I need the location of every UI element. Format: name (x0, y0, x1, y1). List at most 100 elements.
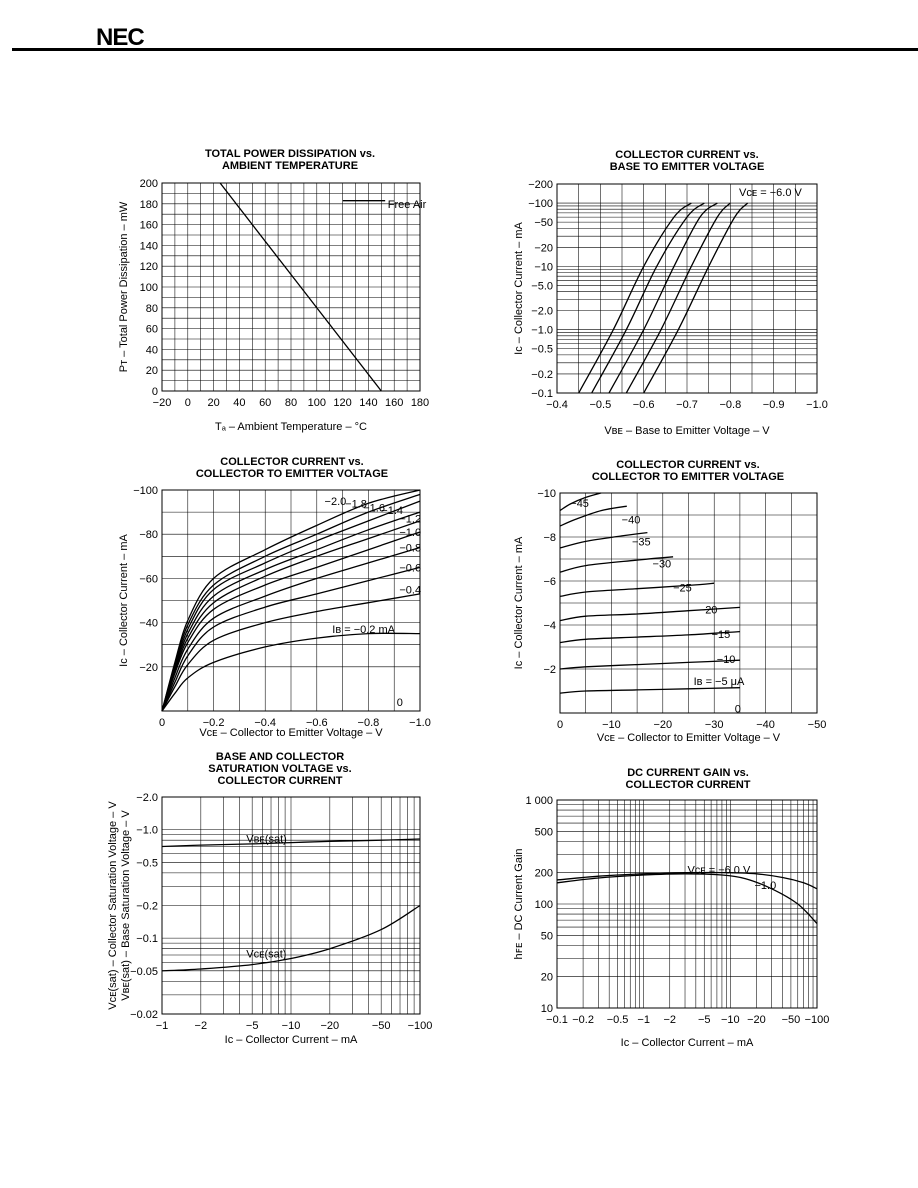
sat-series-line-1 (161, 904, 421, 972)
ic_vce_ma-curve-label: 0 (397, 697, 403, 709)
ic_vce_ma-curve-label: −1.8 (345, 498, 367, 510)
power-annotation: Free Air (388, 199, 427, 211)
ic_vbe-y-tick-label: −2.0 (531, 306, 553, 318)
sat-y-tick-label: −2.0 (136, 792, 158, 804)
sat-y-tick-label: −0.1 (136, 933, 158, 945)
sat-series-line-0 (161, 838, 421, 848)
power-x-tick-label: 40 (233, 397, 245, 409)
ic_vbe-series-line-4 (643, 202, 749, 394)
ic_vce_ua-curve-label: −10 (717, 654, 736, 666)
sat-x-axis-label: Iᴄ – Collector Current – mA (225, 1034, 358, 1046)
ic_vce_ua-y-axis-label: Iᴄ – Collector Current – mA (513, 536, 525, 669)
power-y-tick-label: 20 (146, 365, 158, 377)
hfe-x-tick-label: −0.5 (607, 1014, 629, 1026)
ic_vce_ma-x-axis-label: Vᴄᴇ – Collector to Emitter Voltage – V (199, 727, 383, 739)
hfe-x-tick-label: −100 (805, 1014, 830, 1026)
hfe-x-tick-label: −20 (747, 1014, 766, 1026)
hfe-y-tick-label: 50 (541, 930, 553, 942)
hfe-y-tick-label: 500 (535, 826, 553, 838)
ic_vce_ma-x-tick-label: −1.0 (409, 717, 431, 729)
ic_vce_ua-plot-frame (559, 492, 818, 714)
power-x-axis-label: Tₐ – Ambient Temperature – °C (215, 421, 367, 433)
ic_vce_ua-series-line-1 (559, 659, 740, 670)
ic_vbe-x-axis-label: Vʙᴇ – Base to Emitter Voltage – V (604, 425, 770, 437)
ic_vbe-annotation: Vᴄᴇ = −6.0 V (739, 187, 803, 199)
ic_vce_ma-series-line-6 (161, 511, 421, 712)
sat-x-tick-label: −1 (156, 1020, 169, 1032)
power-y-tick-label: 120 (140, 261, 158, 273)
ic_vbe-series-line-0 (578, 202, 692, 394)
ic_vce_ma-x-tick-label: −0.4 (254, 717, 276, 729)
ic_vce_ua-series-line-4 (559, 582, 715, 598)
ic_vce_ma-series-line-3 (161, 546, 421, 712)
power-y-tick-label: 40 (146, 344, 158, 356)
ic_vce_ua-series-line-5 (559, 556, 674, 573)
hfe-x-tick-label: −0.1 (546, 1014, 568, 1026)
ic_vce_ma-plot-frame (161, 489, 421, 712)
ic_vce_ma-curve-label: −1.0 (399, 527, 421, 539)
sat-y-tick-label: −0.5 (136, 857, 158, 869)
power-y-tick-label: 100 (140, 282, 158, 294)
sat-y-tick-label: −0.02 (130, 1009, 158, 1021)
hfe-series-line-0 (556, 871, 818, 890)
ic_vce_ua-curve-label: 0 (735, 704, 741, 716)
hfe-x-tick-label: −0.2 (572, 1014, 594, 1026)
ic_vbe-y-tick-label: −0.5 (531, 344, 553, 356)
ic_vce_ma-curve-label: −1.6 (363, 503, 385, 515)
ic_vce_ma-x-tick-label: −0.6 (306, 717, 328, 729)
ic_vce_ua-x-tick-label: 0 (557, 719, 563, 731)
power-x-tick-label: 0 (185, 397, 191, 409)
ic_vbe-series-line-3 (625, 202, 731, 394)
hfe-y-tick-label: 100 (535, 899, 553, 911)
sat-y-tick-label: −0.2 (136, 901, 158, 913)
ic_vce_ma-series-line-0 (161, 632, 421, 712)
nec-logo: NEC (96, 24, 145, 51)
ic_vce_ma-x-tick-label: −0.8 (358, 717, 380, 729)
ic_vce_ma-y-tick-label: −100 (133, 485, 158, 497)
ic_vce_ua-curve-label: −45 (570, 498, 589, 510)
sat-curve-label: Vᴄᴇ(sat) (246, 949, 286, 961)
hfe-y-tick-label: 200 (535, 868, 553, 880)
ic_vbe-x-tick-label: −0.5 (589, 399, 611, 411)
ic_vbe-series-line-1 (591, 202, 705, 394)
ic_vbe-plot-frame (556, 183, 818, 394)
ic_vbe-x-tick-label: −1.0 (806, 399, 828, 411)
power-x-tick-label: −20 (153, 397, 172, 409)
power-y-tick-label: 80 (146, 303, 158, 315)
hfe-y-tick-label: 1 000 (525, 795, 553, 807)
ic_vce_ma-y-tick-label: −40 (139, 618, 158, 630)
ic_vbe-y-tick-label: −0.2 (531, 369, 553, 381)
ic_vbe-x-tick-label: −0.7 (676, 399, 698, 411)
ic_vce_ua-series-line-0 (559, 687, 740, 694)
power-chart-title: TOTAL POWER DISSIPATION vs. (205, 148, 375, 160)
ic_vce_ua-y-tick-label: −8 (543, 532, 556, 544)
ic_vce_ma-chart-title: COLLECTOR TO EMITTER VOLTAGE (196, 468, 388, 480)
power-x-tick-label: 20 (207, 397, 219, 409)
ic_vce_ua-x-tick-label: −40 (756, 719, 775, 731)
ic_vbe-y-axis-label: Iᴄ – Collector Current – mA (513, 222, 525, 355)
hfe-x-tick-label: −5 (698, 1014, 711, 1026)
power-x-tick-label: 60 (259, 397, 271, 409)
sat-x-tick-label: −20 (320, 1020, 339, 1032)
power-x-tick-label: 160 (385, 397, 403, 409)
power-x-tick-label: 140 (359, 397, 377, 409)
ic_vce_ua-x-tick-label: −50 (808, 719, 827, 731)
ic_vce_ma-curve-label: −1.2 (399, 514, 421, 526)
hfe-x-tick-label: −10 (721, 1014, 740, 1026)
hfe-x-tick-label: −1 (637, 1014, 650, 1026)
ic_vce_ma-curve-label: −1.4 (381, 505, 403, 517)
ic_vce_ua-y-tick-label: −4 (543, 620, 556, 632)
ic_vbe-chart-title: BASE TO EMITTER VOLTAGE (610, 161, 765, 173)
ic_vbe-y-tick-label: −10 (534, 261, 553, 273)
power-x-tick-label: 80 (285, 397, 297, 409)
sat-y-tick-label: −1.0 (136, 825, 158, 837)
ic_vce_ua-curve-label: −25 (673, 583, 692, 595)
ic_vce_ma-series-line-4 (161, 531, 421, 712)
power-plot-frame (161, 182, 421, 392)
ic_vce_ua-curve-label: −30 (653, 558, 672, 570)
power-y-tick-label: 140 (140, 240, 158, 252)
ic_vce_ua-x-tick-label: −10 (602, 719, 621, 731)
ic_vbe-y-tick-label: −0.1 (531, 388, 553, 400)
ic_vbe-x-tick-label: −0.4 (546, 399, 568, 411)
